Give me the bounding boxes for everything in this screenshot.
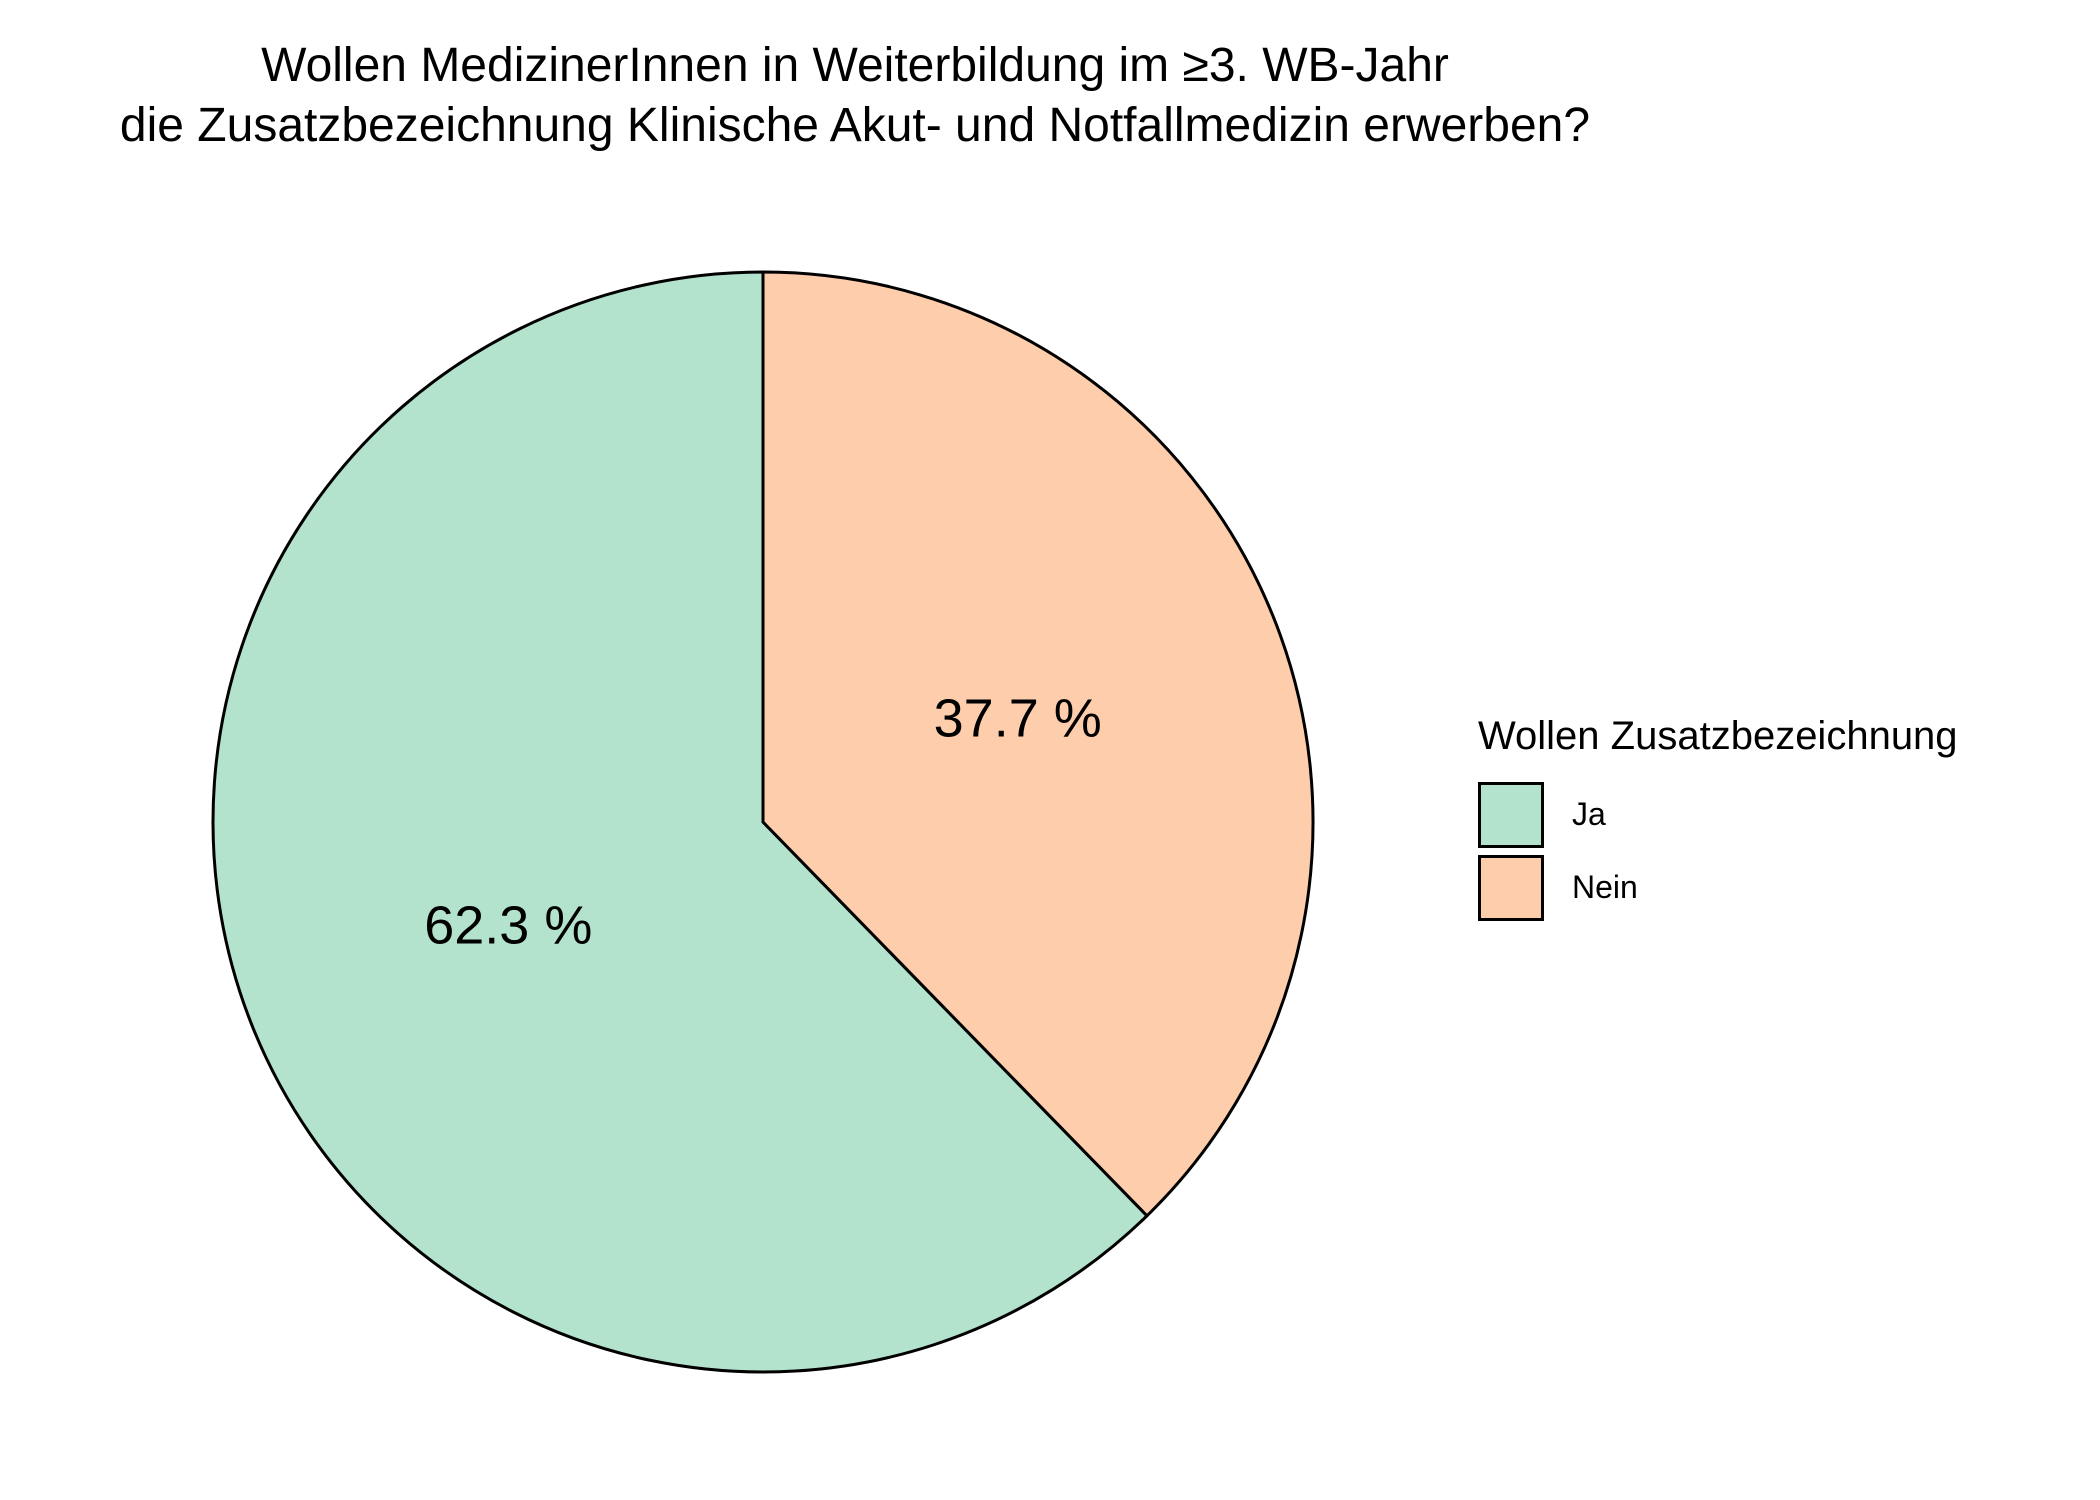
legend-item-nein: Nein — [1478, 851, 1958, 924]
pie-slice-nein — [761, 270, 1315, 1218]
legend-swatch-ja — [1478, 781, 1544, 848]
legend-swatch-nein — [1478, 854, 1544, 921]
pie-labels: 62.3 % 37.7 % — [424, 688, 1102, 955]
legend-label-nein: Nein — [1572, 869, 1638, 905]
legend-item-ja: Ja — [1478, 778, 1958, 851]
chart-title: Wollen MedizinerInnen in Weiterbildung i… — [0, 36, 1710, 156]
pie-slice-ja — [211, 270, 1149, 1374]
chart-title-line-2: die Zusatzbezeichnung Klinische Akut- un… — [119, 99, 1591, 152]
pie-label-ja: 62.3 % — [424, 896, 592, 956]
chart-title-line-1: Wollen MedizinerInnen in Weiterbildung i… — [261, 39, 1449, 92]
legend-title: Wollen Zusatzbezeichnung — [1478, 714, 1958, 758]
legend-items: Ja Nein — [1478, 778, 1958, 924]
pie-slices — [211, 270, 1315, 1374]
pie-label-nein: 37.7 % — [934, 688, 1102, 748]
legend: Wollen Zusatzbezeichnung Ja Nein — [1478, 712, 1958, 924]
legend-label-ja: Ja — [1572, 796, 1606, 832]
